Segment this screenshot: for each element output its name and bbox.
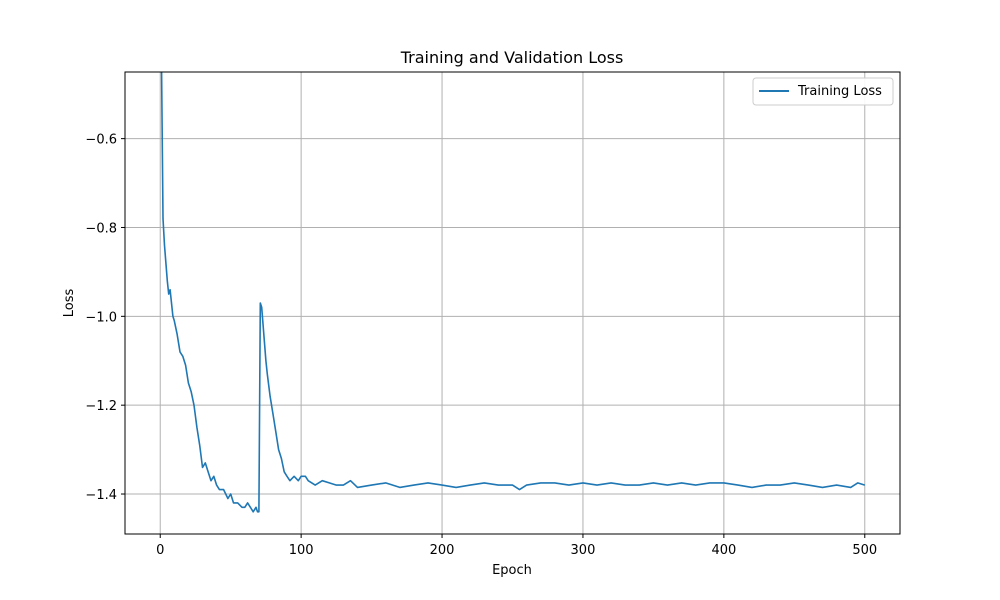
y-tick-label: −0.8 — [85, 221, 117, 236]
y-tick-label: −1.0 — [85, 310, 117, 325]
y-tick-label: −0.6 — [85, 133, 117, 148]
legend-label-training-loss: Training Loss — [797, 84, 882, 99]
ticks: 0 100 200 300 400 500 −1.4 −1.2 −1.0 −0.8 −0.6 — [85, 133, 877, 558]
x-tick-label: 500 — [852, 543, 877, 558]
x-axis-label: Epoch — [492, 563, 532, 578]
series-line-training-loss — [160, 71, 866, 513]
series-layer — [160, 71, 866, 513]
y-tick-label: −1.2 — [85, 399, 117, 414]
x-tick-label: 200 — [430, 543, 455, 558]
chart-title: Training and Validation Loss — [400, 48, 624, 67]
grid — [125, 72, 900, 534]
plot-frame — [124, 71, 901, 535]
x-tick-label: 0 — [156, 543, 164, 558]
legend: Training Loss — [752, 77, 894, 106]
x-tick-label: 300 — [571, 543, 596, 558]
legend-box — [752, 77, 894, 106]
x-tick-label: 400 — [711, 543, 736, 558]
x-tick-label: 100 — [289, 543, 314, 558]
y-tick-label: −1.4 — [85, 488, 117, 503]
y-axis-label: Loss — [62, 289, 77, 318]
